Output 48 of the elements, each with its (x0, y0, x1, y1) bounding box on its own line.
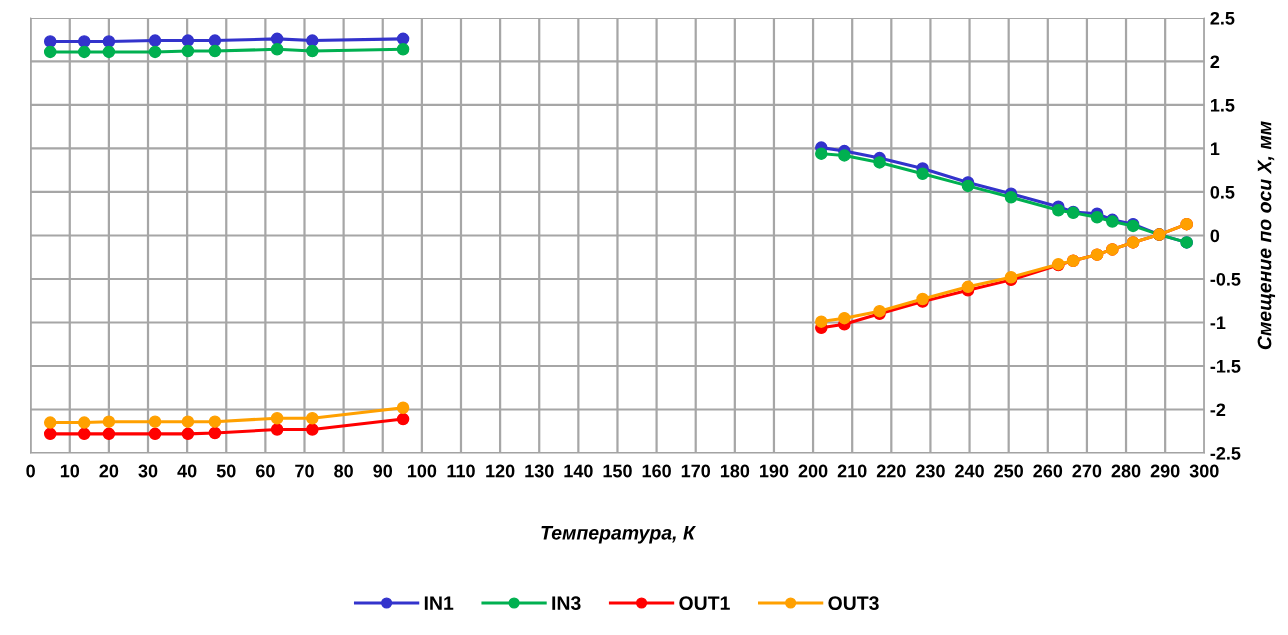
x-tick-label: 0 (26, 464, 35, 478)
y-tick-label: -1 (1210, 316, 1226, 330)
x-tick-label: 190 (760, 464, 789, 478)
x-tick-label: 170 (681, 464, 711, 478)
x-tick-label: 220 (876, 464, 906, 478)
x-tick-label: 280 (1111, 464, 1141, 478)
x-tick-label: 120 (486, 464, 515, 478)
x-tick-label: 80 (334, 464, 353, 478)
x-tick-label: 50 (216, 464, 236, 478)
x-tick-label: 180 (720, 464, 750, 478)
x-tick-label: 270 (1072, 464, 1102, 478)
x-tick-label: 140 (564, 464, 593, 478)
x-tick-label: 110 (447, 464, 475, 478)
x-tick-label: 250 (994, 464, 1023, 478)
x-tick-label: 90 (373, 464, 393, 478)
x-tick-label: 30 (138, 464, 158, 478)
x-tick-label: 10 (60, 464, 80, 478)
x-tick-label: 40 (177, 464, 197, 478)
legend-label: IN1 (424, 596, 454, 610)
y-tick-label: 0 (1210, 229, 1220, 243)
y-tick-label: 1 (1210, 142, 1220, 156)
y-tick-label: -0.5 (1210, 272, 1241, 286)
x-tick-label: 200 (798, 464, 828, 478)
x-tick-label: 70 (295, 464, 314, 478)
y-axis-title: Смещение по оси X, мм (1257, 121, 1276, 350)
x-tick-label: 130 (525, 464, 554, 478)
y-tick-label: -2 (1210, 403, 1226, 417)
y-tick-label: 0.5 (1210, 185, 1235, 199)
y-tick-label: -2.5 (1210, 446, 1241, 460)
y-tick-label: -1.5 (1210, 360, 1241, 373)
legend-label: IN3 (552, 596, 581, 611)
x-tick-label: 150 (603, 464, 632, 478)
x-tick-label: 160 (642, 464, 671, 478)
x-tick-label: 60 (256, 464, 275, 478)
x-tick-label: 290 (1150, 464, 1180, 478)
y-tick-label: 2.5 (1210, 11, 1235, 25)
y-tick-label: 1.5 (1210, 99, 1235, 112)
legend-label: OUT1 (679, 596, 730, 611)
y-tick-label: 2 (1210, 55, 1220, 69)
x-axis-title: Температура, К (541, 526, 696, 544)
x-tick-label: 260 (1033, 464, 1063, 478)
x-tick-label: 300 (1189, 464, 1219, 478)
x-tick-label: 230 (916, 464, 945, 478)
x-tick-label: 210 (837, 464, 867, 478)
x-tick-label: 240 (955, 464, 984, 478)
x-tick-label: 100 (407, 464, 437, 478)
legend-label: OUT3 (828, 596, 879, 611)
x-tick-label: 20 (99, 464, 119, 478)
